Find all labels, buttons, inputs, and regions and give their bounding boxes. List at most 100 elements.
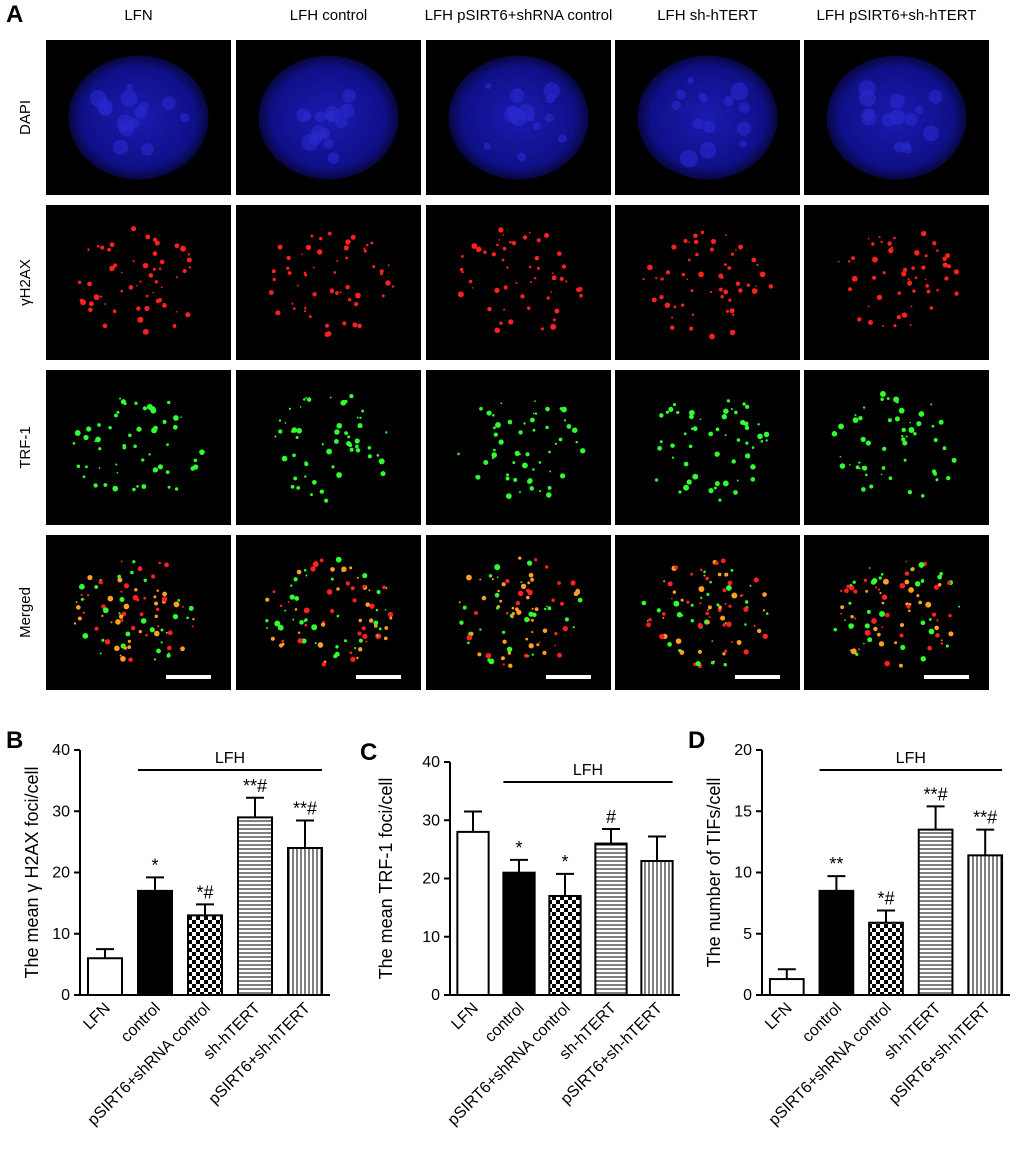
focus bbox=[502, 246, 507, 251]
focus bbox=[347, 435, 351, 439]
focus bbox=[144, 305, 150, 312]
focus bbox=[877, 632, 881, 637]
focus bbox=[545, 425, 549, 430]
focus bbox=[750, 477, 756, 482]
focus bbox=[145, 294, 149, 298]
significance: **# bbox=[243, 776, 267, 796]
focus bbox=[100, 245, 105, 250]
focus bbox=[471, 243, 478, 249]
focus bbox=[134, 588, 138, 592]
y-tick-label: 20 bbox=[422, 871, 440, 888]
focus bbox=[854, 617, 857, 620]
focus bbox=[732, 313, 735, 316]
focus bbox=[879, 591, 882, 595]
focus bbox=[373, 620, 379, 626]
focus bbox=[534, 607, 539, 612]
micrograph bbox=[804, 535, 989, 690]
focus bbox=[657, 445, 662, 451]
bar bbox=[768, 978, 805, 997]
focus bbox=[173, 601, 180, 608]
focus bbox=[513, 477, 518, 482]
focus bbox=[656, 608, 661, 613]
focus bbox=[881, 601, 885, 605]
focus bbox=[305, 397, 308, 399]
focus bbox=[141, 484, 147, 489]
focus bbox=[709, 290, 713, 294]
focus bbox=[353, 301, 359, 307]
focus bbox=[900, 644, 906, 651]
focus bbox=[286, 255, 291, 261]
focus bbox=[937, 574, 942, 580]
focus bbox=[292, 453, 296, 458]
focus bbox=[492, 414, 495, 417]
focus bbox=[362, 584, 366, 589]
focus bbox=[545, 565, 549, 569]
focus bbox=[693, 233, 698, 239]
focus bbox=[882, 446, 887, 452]
chromatin bbox=[116, 114, 134, 132]
focus bbox=[158, 267, 162, 270]
focus bbox=[130, 570, 134, 575]
focus bbox=[738, 244, 743, 250]
focus bbox=[119, 654, 122, 657]
focus bbox=[720, 615, 726, 621]
focus bbox=[871, 618, 877, 624]
focus bbox=[683, 238, 688, 244]
focus bbox=[381, 294, 385, 298]
focus bbox=[548, 450, 551, 454]
focus bbox=[355, 444, 359, 449]
focus bbox=[288, 407, 292, 410]
focus bbox=[391, 285, 395, 288]
focus bbox=[695, 660, 701, 667]
focus bbox=[521, 462, 528, 469]
focus bbox=[940, 642, 944, 645]
focus bbox=[502, 639, 507, 644]
focus bbox=[79, 298, 84, 303]
focus bbox=[103, 483, 108, 487]
focus bbox=[529, 486, 535, 491]
focus bbox=[293, 476, 298, 481]
micrograph bbox=[615, 370, 800, 525]
y-tick-label: 0 bbox=[61, 987, 70, 1004]
focus bbox=[481, 595, 487, 601]
focus bbox=[554, 308, 560, 314]
focus bbox=[706, 592, 710, 597]
focus bbox=[920, 579, 925, 583]
focus bbox=[853, 589, 858, 594]
focus bbox=[690, 572, 694, 576]
focus bbox=[349, 566, 353, 570]
focus bbox=[108, 426, 112, 430]
focus bbox=[558, 437, 563, 442]
chromatin bbox=[675, 89, 686, 100]
focus bbox=[565, 280, 568, 283]
focus bbox=[901, 312, 908, 318]
focus bbox=[284, 422, 287, 424]
focus bbox=[844, 619, 846, 622]
focus bbox=[931, 469, 937, 474]
focus bbox=[890, 246, 894, 249]
focus bbox=[762, 592, 767, 597]
chromatin bbox=[922, 125, 939, 142]
focus bbox=[688, 241, 691, 243]
focus bbox=[932, 241, 937, 246]
focus bbox=[539, 489, 542, 493]
focus bbox=[848, 287, 852, 292]
focus bbox=[304, 461, 308, 465]
focus bbox=[511, 612, 515, 616]
focus bbox=[272, 277, 276, 282]
panel-label: B bbox=[6, 727, 23, 754]
focus bbox=[720, 558, 726, 564]
focus bbox=[554, 644, 557, 647]
focus bbox=[686, 278, 689, 281]
focus bbox=[172, 324, 177, 328]
chromatin bbox=[893, 141, 906, 153]
focus bbox=[534, 412, 538, 415]
focus bbox=[114, 645, 120, 652]
focus bbox=[899, 633, 904, 638]
focus bbox=[152, 467, 159, 473]
focus bbox=[153, 658, 157, 661]
focus bbox=[659, 440, 663, 444]
focus bbox=[528, 265, 532, 269]
focus bbox=[730, 408, 733, 411]
